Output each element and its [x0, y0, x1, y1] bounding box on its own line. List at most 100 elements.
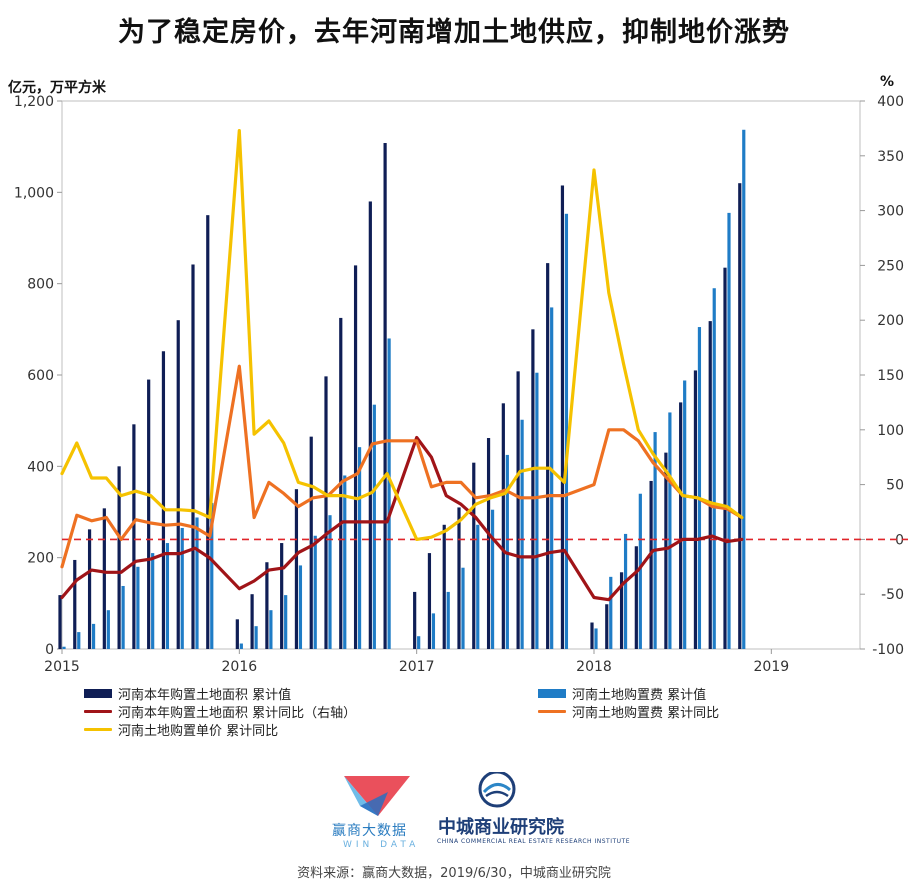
bar-area-cum [413, 591, 417, 649]
bar-area-cum [147, 379, 151, 649]
bar-fee-cum [742, 129, 746, 649]
bar-fee-cum [298, 565, 303, 649]
bar-fee-cum [550, 307, 554, 649]
right-axis-tick-label: -50 [881, 587, 904, 603]
bar-fee-cum [668, 412, 672, 649]
bar-fee-cum [62, 646, 66, 649]
bar-area-cum [132, 424, 136, 649]
bar-fee-cum [165, 543, 170, 649]
bar-fee-cum [417, 636, 421, 649]
bar-area-cum [102, 508, 106, 649]
x-axis-tick-label: 2017 [399, 659, 435, 675]
bar-fee-cum [343, 475, 347, 649]
windata-logo-icon [344, 776, 410, 816]
bar-fee-cum [623, 533, 628, 649]
bar-fee-cum [151, 553, 155, 649]
bar-area-cum [191, 264, 195, 649]
bar-area-cum [353, 265, 358, 649]
bar-fee-cum [357, 447, 362, 649]
right-axis-tick-label: 400 [877, 94, 904, 110]
bar-area-cum [546, 263, 550, 649]
legend-label: 河南土地购置费 累计同比 [572, 706, 720, 721]
legend-swatch [84, 710, 112, 713]
chart-title: 为了稳定房价，去年河南增加土地供应，抑制地价涨势 [118, 17, 790, 48]
bar-area-cum [368, 201, 372, 649]
bar-area-cum [679, 402, 683, 649]
legend-swatch [538, 710, 566, 713]
bar-area-cum [383, 143, 387, 649]
bar-fee-cum [239, 643, 243, 649]
bar-fee-cum [387, 338, 391, 649]
x-axis-tick-label: 2016 [222, 659, 258, 675]
bar-fee-cum [254, 626, 258, 649]
bar-area-cum [457, 507, 461, 649]
line-price-yoy [60, 129, 744, 541]
legend-item-fee-cum: 河南土地购置费 累计值 [538, 684, 706, 703]
legend-item-price-yoy: 河南土地购置单价 累计同比 [84, 720, 278, 739]
left-axis-tick-label: 200 [27, 551, 54, 567]
bar-area-cum [161, 351, 166, 649]
right-axis-tick-label: 0 [895, 532, 904, 548]
bar-area-cum [501, 403, 505, 649]
right-axis-tick-label: 100 [877, 423, 904, 439]
bar-fee-cum [461, 567, 465, 649]
bar-fee-cum [594, 628, 598, 649]
bar-area-cum [619, 572, 624, 649]
x-axis-tick-label: 2018 [576, 659, 612, 675]
bar-fee-cum [446, 591, 450, 649]
bar-area-cum [176, 320, 180, 649]
left-axis-tick-label: 600 [27, 368, 54, 384]
bar-area-cum [516, 371, 520, 649]
bar-area-cum [87, 529, 92, 649]
left-axis-tick-label: 800 [27, 277, 54, 293]
bar-fee-cum [535, 372, 539, 649]
bar-area-cum [280, 543, 284, 649]
right-axis-tick-label: 300 [877, 204, 904, 220]
windata-name: 赢商大数据 [332, 823, 407, 839]
bar-fee-cum [106, 610, 110, 649]
left-axis-tick-label: 0 [45, 642, 54, 658]
right-axis-tick-label: 350 [877, 149, 904, 165]
legend-item-area-cum: 河南本年购置土地面积 累计值 [84, 684, 291, 703]
zc-name: 中城商业研究院 [438, 817, 564, 838]
source-note: 资料来源：赢商大数据，2019/6/30，中城商业研究院 [297, 866, 611, 881]
line-area-yoy [60, 435, 744, 602]
bar-area-cum [265, 562, 269, 649]
bar-area-cum [324, 376, 328, 649]
bar-fee-cum [638, 493, 642, 649]
legend-label: 河南本年购置土地面积 累计同比（右轴） [118, 706, 357, 721]
right-axis-tick-label: 200 [877, 313, 904, 329]
bar-area-cum [634, 546, 638, 649]
bar-area-cum [235, 619, 239, 649]
legend-label: 河南土地购置费 累计值 [572, 688, 707, 703]
bar-area-cum [294, 489, 299, 649]
right-axis-unit: % [879, 74, 894, 90]
bar-fee-cum [180, 527, 184, 649]
bar-fee-cum [195, 517, 199, 649]
left-axis-tick-label: 1,000 [14, 185, 54, 201]
bar-area-cum [309, 436, 313, 649]
bar-area-cum [708, 321, 712, 649]
bar-area-cum [531, 329, 535, 649]
right-axis-tick-label: 50 [886, 478, 904, 494]
logo-graphics [344, 772, 516, 816]
bar-fee-cum [476, 524, 480, 649]
windata-sub: WIN DATA [343, 840, 420, 850]
bar-fee-cum [520, 419, 524, 649]
right-axis-tick-label: 150 [877, 368, 904, 384]
bar-area-cum [590, 622, 594, 649]
bar-fee-cum [284, 595, 288, 649]
left-axis-tick-label: 1,200 [14, 94, 54, 110]
bar-fee-cum [490, 509, 495, 649]
bar-area-cum [250, 594, 254, 649]
bar-fee-cum [727, 212, 731, 649]
bar-fee-cum [91, 623, 96, 649]
x-axis-tick-label: 2015 [44, 659, 80, 675]
bar-fee-cum [328, 515, 332, 649]
bar-fee-cum [136, 566, 140, 649]
bar-area-cum [117, 466, 121, 649]
left-axis-unit: 亿元，万平方米 [8, 80, 106, 96]
bar-fee-cum [653, 432, 657, 649]
bar-area-cum [427, 553, 432, 649]
